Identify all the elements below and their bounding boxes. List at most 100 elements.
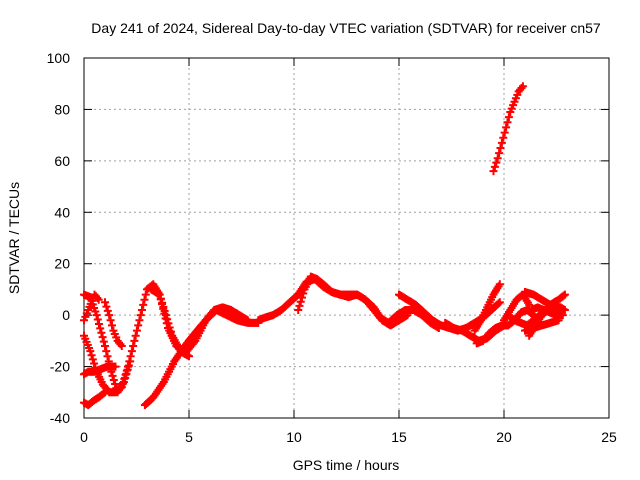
data-point	[87, 351, 96, 360]
data-point	[493, 154, 502, 163]
data-point	[139, 300, 148, 309]
x-ticks: 0 5 10 15 20 25	[80, 58, 617, 445]
series-sat-w	[489, 82, 527, 176]
series-sat-v	[521, 316, 563, 335]
y-tick-label: -40	[50, 410, 70, 426]
chart-title: Day 241 of 2024, Sidereal Day-to-day VTE…	[91, 20, 601, 36]
data-point	[101, 388, 109, 397]
y-tick-label: 20	[54, 256, 70, 272]
data-point	[161, 314, 170, 323]
data-point	[130, 336, 139, 345]
data-point	[93, 315, 102, 324]
data-point	[294, 306, 303, 314]
data-point	[500, 128, 509, 137]
data-point	[295, 301, 304, 310]
y-axis-label: SDTVAR / TECUs	[6, 182, 22, 294]
data-point	[119, 379, 128, 388]
data-point	[94, 295, 103, 304]
data-point	[86, 347, 95, 356]
data-point	[558, 311, 567, 320]
data-point	[518, 82, 527, 91]
data-point	[560, 306, 569, 314]
data-point	[134, 321, 143, 330]
data-point	[90, 359, 99, 368]
data-point	[243, 316, 252, 325]
x-tick-label: 10	[286, 429, 302, 445]
data-point	[299, 289, 308, 298]
x-tick-label: 0	[80, 429, 88, 445]
data-point	[185, 352, 193, 361]
data-point	[117, 383, 126, 392]
series-sat-f	[101, 298, 126, 350]
data-point	[97, 328, 106, 337]
data-point	[495, 149, 504, 158]
y-tick-label: 0	[62, 307, 70, 323]
data-point	[127, 347, 136, 356]
data-point	[101, 342, 109, 350]
data-point	[125, 357, 134, 366]
data-point	[102, 302, 111, 311]
data-point	[162, 319, 171, 328]
data-point	[105, 311, 114, 320]
x-tick-label: 20	[496, 429, 512, 445]
data-point	[108, 371, 117, 380]
data-point	[106, 316, 115, 325]
data-point	[141, 290, 150, 299]
data-point	[503, 118, 512, 127]
data-point	[96, 324, 105, 333]
series-sat-q	[500, 290, 534, 325]
data-point	[121, 370, 130, 379]
series-sat-e	[80, 290, 103, 325]
series-sat-u	[527, 303, 567, 320]
data-point	[129, 342, 138, 350]
data-point	[95, 319, 103, 328]
x-tick-label: 5	[185, 429, 193, 445]
x-tick-label: 15	[391, 429, 407, 445]
data-point	[495, 280, 504, 289]
y-tick-label: 60	[54, 153, 70, 169]
data-point	[489, 167, 498, 176]
data-point	[159, 304, 168, 313]
data-points	[80, 82, 569, 410]
data-point	[88, 355, 97, 364]
data-point	[137, 306, 146, 314]
data-point	[111, 380, 120, 389]
data-point	[124, 362, 133, 371]
data-point	[120, 374, 129, 383]
y-tick-label: 100	[47, 50, 71, 66]
data-point	[103, 352, 112, 361]
series-sat-j	[178, 303, 252, 356]
data-point	[103, 306, 112, 315]
data-point	[102, 347, 111, 356]
x-tick-label: 25	[601, 429, 617, 445]
data-point	[559, 291, 568, 300]
series-sat-l	[294, 272, 443, 332]
data-point	[122, 366, 131, 375]
x-axis-label: GPS time / hours	[293, 457, 400, 473]
data-point	[490, 162, 499, 171]
y-tick-label: 40	[54, 204, 70, 220]
data-point	[160, 309, 169, 318]
data-point	[492, 158, 501, 167]
data-point	[99, 337, 108, 346]
grid	[84, 58, 609, 418]
data-point	[108, 321, 116, 330]
data-point	[109, 375, 118, 384]
data-point	[504, 113, 513, 122]
data-point	[131, 331, 140, 340]
data-point	[98, 333, 107, 342]
data-point	[156, 295, 165, 304]
data-point	[140, 295, 149, 304]
series-sat-s	[521, 288, 569, 309]
y-tick-label: 80	[54, 101, 70, 117]
data-point	[99, 389, 108, 398]
data-point	[101, 298, 109, 307]
y-tick-label: -20	[50, 359, 70, 375]
data-point	[135, 316, 144, 325]
data-point	[116, 384, 125, 393]
data-point	[136, 311, 145, 320]
data-point	[494, 299, 503, 308]
series-sat-d	[80, 388, 109, 410]
data-point	[296, 297, 305, 306]
plot-frame	[83, 57, 610, 419]
